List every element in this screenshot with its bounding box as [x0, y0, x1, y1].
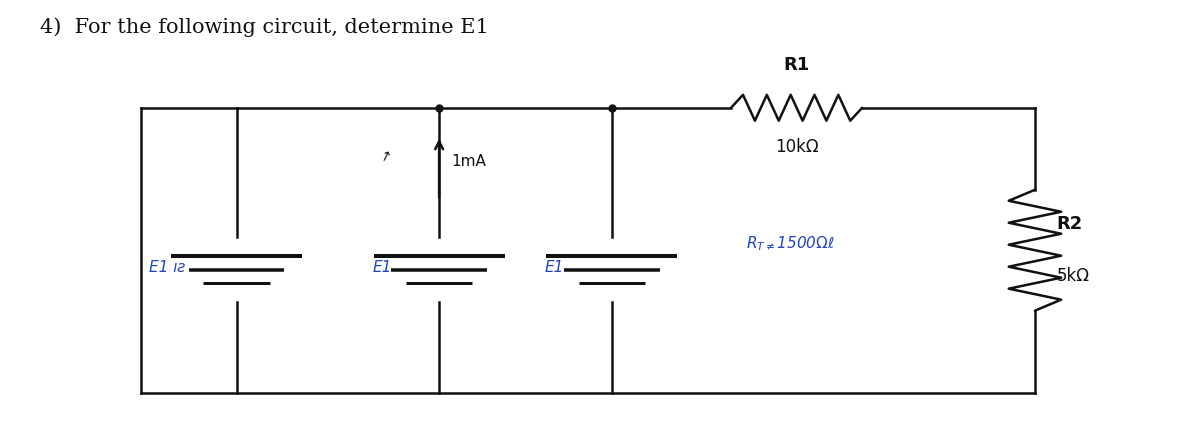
Text: R2: R2 [1056, 215, 1082, 233]
Text: E1: E1 [372, 260, 391, 275]
Text: ↗: ↗ [378, 147, 394, 164]
Text: E1 ıƨ: E1 ıƨ [149, 260, 186, 275]
Text: 4)  For the following circuit, determine E1: 4) For the following circuit, determine … [40, 17, 488, 37]
Text: 1mA: 1mA [451, 154, 486, 169]
Text: $R_{T\neq}$1500$\Omega\ell$: $R_{T\neq}$1500$\Omega\ell$ [746, 235, 835, 253]
Text: 10kΩ: 10kΩ [775, 138, 818, 156]
Text: R1: R1 [784, 55, 810, 73]
Text: E1: E1 [545, 260, 564, 275]
Text: 5kΩ: 5kΩ [1056, 267, 1090, 285]
